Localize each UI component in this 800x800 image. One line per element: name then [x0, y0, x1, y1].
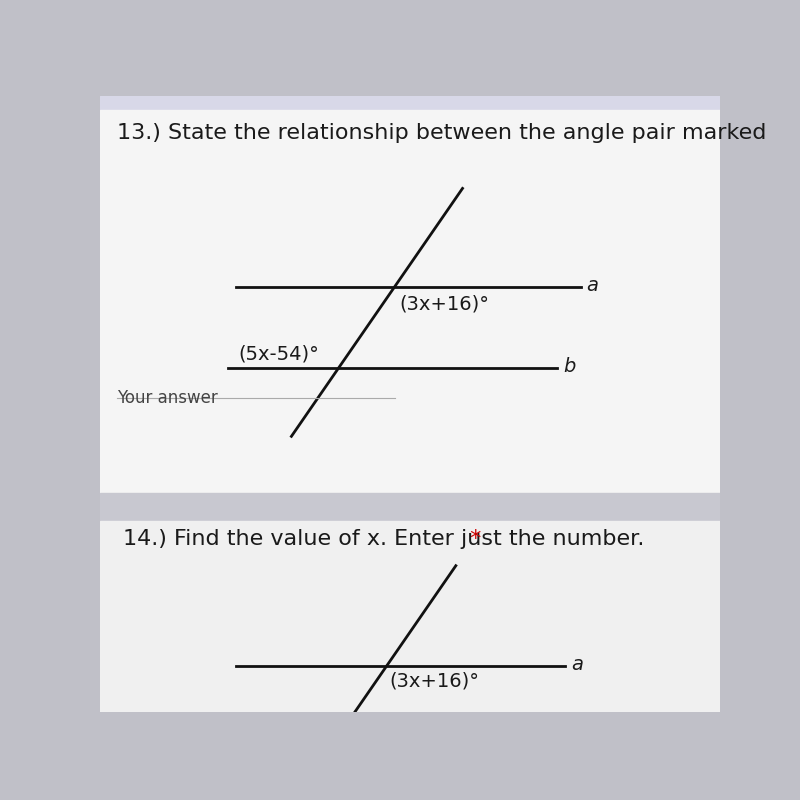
Text: 13.) State the relationship between the angle pair marked: 13.) State the relationship between the …: [117, 123, 766, 143]
Text: a: a: [586, 276, 598, 295]
Bar: [100, 96, 720, 110]
Bar: [100, 521, 720, 712]
Text: b: b: [563, 357, 576, 376]
Text: (3x+16)°: (3x+16)°: [399, 294, 489, 314]
Bar: [100, 110, 720, 493]
Bar: [100, 493, 720, 521]
Text: 14.) Find the value of x. Enter just the number.: 14.) Find the value of x. Enter just the…: [123, 529, 645, 549]
Text: (3x+16)°: (3x+16)°: [390, 672, 480, 691]
Text: a: a: [571, 654, 583, 674]
Text: (5x-54)°: (5x-54)°: [238, 344, 319, 363]
Text: Your answer: Your answer: [117, 389, 218, 406]
Text: *: *: [462, 529, 481, 549]
